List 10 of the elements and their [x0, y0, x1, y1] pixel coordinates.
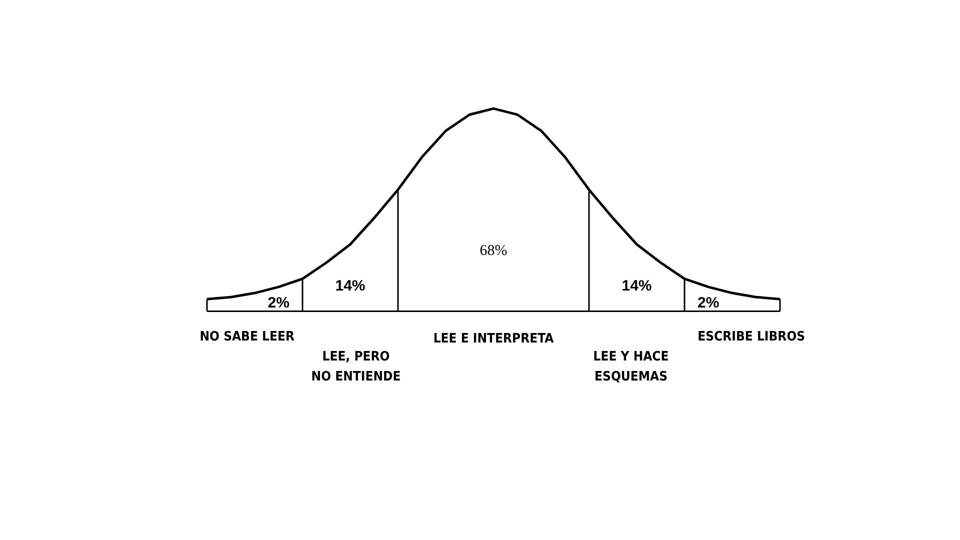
text: NO SABE LEER: [200, 330, 294, 345]
annotation: 14%: [622, 277, 652, 294]
text: LEE, PERO NO ENTIENDE: [311, 350, 401, 385]
annotation: 68%: [480, 243, 508, 260]
text: ESCRIBE LIBROS: [698, 330, 806, 345]
annotation: 14%: [335, 277, 366, 294]
annotation: 2%: [268, 294, 290, 312]
text: LEE Y HACE ESQUEMAS: [593, 350, 669, 385]
annotation: 2%: [698, 294, 720, 312]
text: LEE E INTERPRETA: [433, 332, 554, 347]
